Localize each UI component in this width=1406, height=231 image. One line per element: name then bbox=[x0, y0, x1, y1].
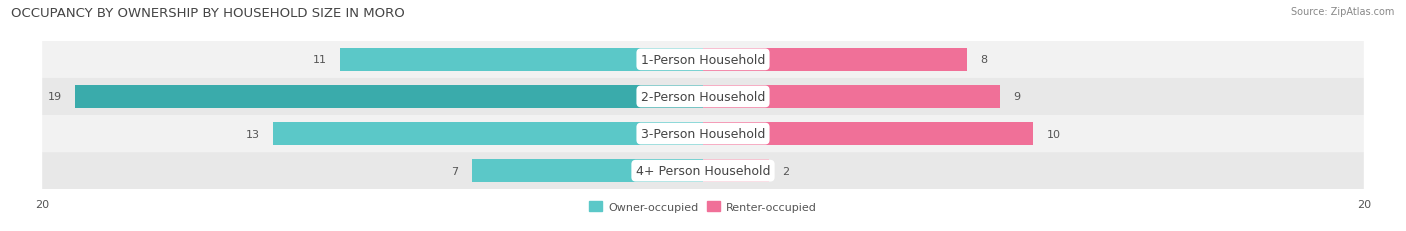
Bar bbox=[703, 159, 769, 182]
Text: 13: 13 bbox=[246, 129, 260, 139]
Bar bbox=[471, 159, 703, 182]
FancyBboxPatch shape bbox=[42, 116, 1364, 152]
FancyBboxPatch shape bbox=[42, 42, 1364, 79]
Bar bbox=[703, 122, 1033, 146]
Bar bbox=[703, 49, 967, 72]
Text: 10: 10 bbox=[1046, 129, 1060, 139]
Text: 7: 7 bbox=[451, 166, 458, 176]
Text: 2: 2 bbox=[782, 166, 789, 176]
Text: 9: 9 bbox=[1014, 92, 1021, 102]
Text: 3-Person Household: 3-Person Household bbox=[641, 128, 765, 140]
Text: Source: ZipAtlas.com: Source: ZipAtlas.com bbox=[1291, 7, 1395, 17]
Bar bbox=[75, 85, 703, 109]
Text: 11: 11 bbox=[312, 55, 326, 65]
FancyBboxPatch shape bbox=[42, 152, 1364, 189]
FancyBboxPatch shape bbox=[42, 79, 1364, 116]
Text: 19: 19 bbox=[48, 92, 62, 102]
Text: 4+ Person Household: 4+ Person Household bbox=[636, 164, 770, 177]
Text: 8: 8 bbox=[980, 55, 987, 65]
Text: 2-Person Household: 2-Person Household bbox=[641, 91, 765, 103]
Bar bbox=[339, 49, 703, 72]
Text: 1-Person Household: 1-Person Household bbox=[641, 54, 765, 67]
Bar bbox=[273, 122, 703, 146]
Legend: Owner-occupied, Renter-occupied: Owner-occupied, Renter-occupied bbox=[585, 197, 821, 216]
Bar bbox=[703, 85, 1001, 109]
Text: OCCUPANCY BY OWNERSHIP BY HOUSEHOLD SIZE IN MORO: OCCUPANCY BY OWNERSHIP BY HOUSEHOLD SIZE… bbox=[11, 7, 405, 20]
